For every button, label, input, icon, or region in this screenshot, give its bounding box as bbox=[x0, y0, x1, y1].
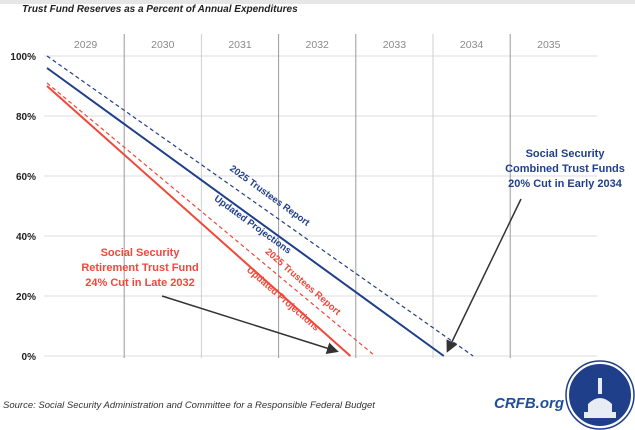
y-tick-label: 20% bbox=[16, 292, 36, 303]
x-tick-label: 2035 bbox=[537, 39, 561, 51]
series-line-combined-solid bbox=[46, 67, 445, 357]
y-tick-label: 0% bbox=[22, 352, 37, 363]
annotation-text: Social Security bbox=[101, 247, 181, 259]
annotation-text: Combined Trust Funds bbox=[505, 163, 625, 175]
capitol-spire-icon bbox=[598, 378, 602, 394]
annotation-text: 20% Cut in Early 2034 bbox=[508, 178, 623, 190]
crfb-logo bbox=[567, 362, 633, 428]
x-tick-label: 2032 bbox=[306, 39, 330, 51]
series-label: 2025 Trustees Report bbox=[263, 246, 343, 318]
x-tick-label: 2029 bbox=[74, 39, 98, 51]
annotation-arrow bbox=[161, 295, 339, 355]
y-tick-label: 60% bbox=[16, 172, 36, 183]
x-tick-label: 2030 bbox=[151, 39, 175, 51]
annotation-text: 24% Cut in Late 2032 bbox=[85, 277, 194, 289]
x-tick-label: 2033 bbox=[383, 39, 407, 51]
y-tick-label: 40% bbox=[16, 232, 36, 243]
crfb-logo-ring bbox=[565, 360, 635, 430]
series-line-combined-dashed bbox=[46, 55, 474, 357]
chart-title: Trust Fund Reserves as a Percent of Annu… bbox=[22, 4, 298, 15]
y-tick-label: 100% bbox=[10, 52, 36, 63]
x-tick-label: 2034 bbox=[460, 39, 484, 51]
capitol-icon bbox=[584, 398, 616, 418]
series-line-retirement-dashed bbox=[46, 82, 376, 357]
annotation-arrow bbox=[446, 198, 522, 353]
source-note: Source: Social Security Administration a… bbox=[3, 400, 375, 411]
top-bar bbox=[0, 0, 635, 4]
series-line-retirement-solid bbox=[46, 85, 352, 357]
y-tick-label: 80% bbox=[16, 112, 36, 123]
annotation-text: Retirement Trust Fund bbox=[81, 262, 198, 274]
annotation-text: Social Security bbox=[526, 148, 606, 160]
x-tick-label: 2031 bbox=[228, 39, 252, 51]
brand-link[interactable]: CRFB.org bbox=[494, 395, 564, 412]
series-label: Updated Projections bbox=[244, 265, 321, 334]
